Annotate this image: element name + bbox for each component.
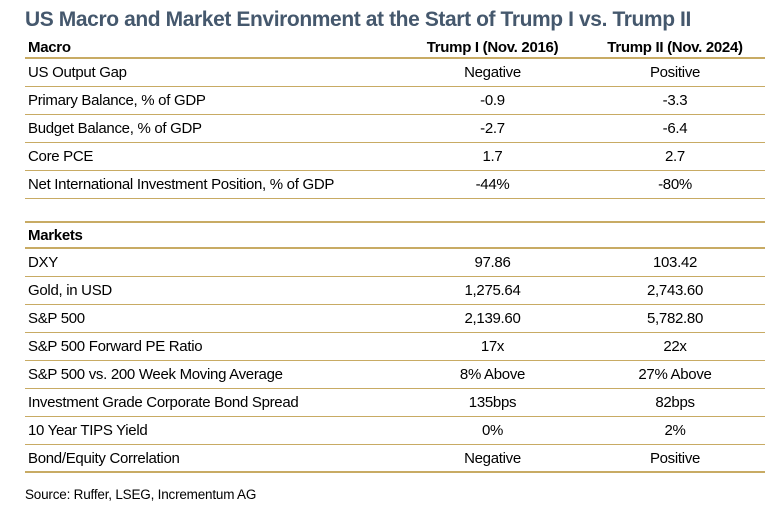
- row-label: Core PCE: [28, 148, 94, 165]
- row-value-trump1: 0%: [481, 422, 504, 439]
- row-label: S&P 500 vs. 200 Week Moving Average: [28, 366, 283, 383]
- row-label: S&P 500: [28, 310, 85, 327]
- table-header-row: Macro Trump I (Nov. 2016) Trump II (Nov.…: [25, 37, 765, 59]
- row-value-trump2: Positive: [649, 64, 701, 81]
- row-value-trump2: 22x: [663, 338, 687, 355]
- column-header-trump1: Trump I (Nov. 2016): [426, 38, 559, 56]
- row-value-trump2: 82bps: [655, 394, 695, 411]
- row-label: Gold, in USD: [28, 282, 112, 299]
- table-row: Gold, in USD 1,275.64 2,743.60: [25, 277, 765, 305]
- column-header-trump2: Trump II (Nov. 2024): [607, 38, 743, 56]
- section-header-markets: Markets: [28, 226, 83, 244]
- row-value-trump1: -44%: [475, 176, 510, 193]
- row-label: S&P 500 Forward PE Ratio: [28, 338, 203, 355]
- markets-section-header-row: Markets: [25, 221, 765, 249]
- row-value-trump1: 97.86: [474, 254, 511, 271]
- row-value-trump2: -3.3: [662, 92, 688, 109]
- row-value-trump1: 1.7: [482, 148, 503, 165]
- row-value-trump2: -6.4: [662, 120, 688, 137]
- row-label: Bond/Equity Correlation: [28, 449, 180, 467]
- row-value-trump1: 8% Above: [459, 366, 526, 383]
- row-label: Primary Balance, % of GDP: [28, 92, 206, 109]
- table-row: S&P 500 vs. 200 Week Moving Average 8% Ab…: [25, 361, 765, 389]
- row-value-trump2: -80%: [658, 176, 692, 193]
- macro-markets-table: Macro Trump I (Nov. 2016) Trump II (Nov.…: [25, 37, 765, 473]
- macro-section-rows: US Output Gap Negative Positive Primary Bal…: [25, 59, 765, 199]
- table-row: 10 Year TIPS Yield 0% 2%: [25, 417, 765, 445]
- row-value-trump1: -2.7: [480, 120, 505, 137]
- row-value-trump1: -0.9: [480, 92, 505, 109]
- row-value-trump2: 2,743.60: [647, 282, 703, 299]
- row-label: Budget Balance, % of GDP: [28, 120, 202, 137]
- table-row: S&P 500 Forward PE Ratio 17x 22x: [25, 333, 765, 361]
- row-value-trump1: 2,139.60: [464, 310, 521, 327]
- markets-section-rows: DXY 97.86 103.42 Gold, in USD 1,275.64 2,743.…: [25, 249, 765, 473]
- section-spacer: [25, 199, 765, 221]
- row-label: US Output Gap: [28, 64, 127, 81]
- table-row: Primary Balance, % of GDP -0.9 -3.3: [25, 87, 765, 115]
- table-row: S&P 500 2,139.60 5,782.80: [25, 305, 765, 333]
- source-note: Source: Ruffer, LSEG, Incrementum AG: [25, 487, 257, 502]
- row-value-trump1: 135bps: [468, 394, 517, 411]
- table-row: Core PCE 1.7 2.7: [25, 143, 765, 171]
- table-row: Investment Grade Corporate Bond Spread 13…: [25, 389, 765, 417]
- row-value-trump1: Negative: [464, 449, 521, 467]
- row-label: Investment Grade Corporate Bond Spread: [28, 394, 299, 411]
- table-row: DXY 97.86 103.42: [25, 249, 765, 277]
- row-value-trump2: 5,782.80: [647, 310, 703, 327]
- column-header-macro: Macro: [28, 38, 71, 56]
- row-value-trump2: 2%: [664, 422, 686, 439]
- row-label: DXY: [28, 254, 58, 271]
- row-value-trump2: Positive: [649, 449, 701, 467]
- row-value-trump1: Negative: [464, 64, 521, 81]
- page-title: US Macro and Market Environment at the S…: [25, 8, 691, 31]
- row-value-trump1: 17x: [480, 338, 505, 355]
- table-row: Budget Balance, % of GDP -2.7 -6.4: [25, 115, 765, 143]
- table-row: Net International Investment Position, %…: [25, 171, 765, 199]
- row-label: Net International Investment Position, %…: [28, 176, 335, 193]
- row-value-trump2: 27% Above: [638, 366, 712, 383]
- table-row: US Output Gap Negative Positive: [25, 59, 765, 87]
- table-row: Bond/Equity Correlation Negative Positive: [25, 445, 765, 473]
- row-label: 10 Year TIPS Yield: [28, 422, 148, 439]
- row-value-trump1: 1,275.64: [464, 282, 521, 299]
- row-value-trump2: 2.7: [665, 148, 685, 165]
- row-value-trump2: 103.42: [652, 254, 698, 271]
